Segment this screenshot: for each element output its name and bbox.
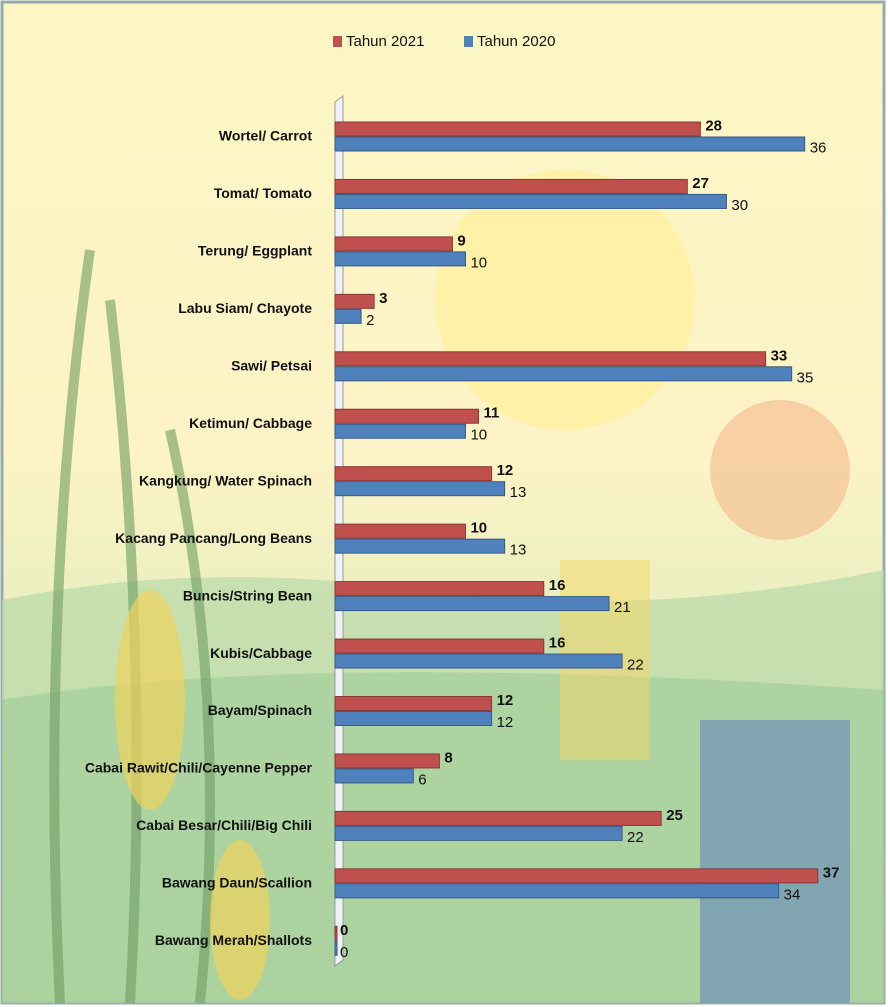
category-label: Bayam/Spinach <box>208 702 312 718</box>
category-label: Bawang Daun/Scallion <box>162 875 312 891</box>
data-label: 2 <box>366 312 374 329</box>
page: Tahun 2021Tahun 2020Wortel/ Carrot2836To… <box>0 0 888 1007</box>
data-label: 10 <box>470 520 487 537</box>
bar <box>335 252 465 266</box>
bar <box>335 869 818 883</box>
farmer-overalls <box>700 720 850 1003</box>
data-label: 35 <box>797 369 814 386</box>
data-label: 34 <box>784 886 801 903</box>
category-label: Kubis/Cabbage <box>210 645 312 661</box>
data-label: 6 <box>418 771 426 788</box>
category-label: Cabai Rawit/Chili/Cayenne Pepper <box>85 760 313 776</box>
category-label: Kacang Pancang/Long Beans <box>115 530 312 546</box>
bar <box>335 926 337 940</box>
category-label: Bawang Merah/Shallots <box>155 932 312 948</box>
bar <box>335 237 452 251</box>
data-label: 22 <box>627 657 644 674</box>
bar <box>335 811 661 825</box>
category-label: Ketimun/ Cabbage <box>189 415 312 431</box>
bar <box>335 367 792 381</box>
legend-swatch <box>333 36 342 47</box>
farmer-head <box>710 400 850 540</box>
category-label: Tomat/ Tomato <box>214 185 312 201</box>
category-label: Wortel/ Carrot <box>219 128 312 144</box>
category-label: Cabai Besar/Chili/Big Chili <box>136 817 312 833</box>
data-label: 37 <box>823 864 840 881</box>
data-label: 36 <box>810 139 827 156</box>
data-label: 27 <box>692 175 709 192</box>
bar <box>335 294 374 308</box>
data-label: 21 <box>614 599 631 616</box>
data-label: 16 <box>549 635 566 652</box>
corn <box>210 840 270 1000</box>
legend-swatch <box>464 36 473 47</box>
bar <box>335 409 479 423</box>
data-label: 13 <box>510 542 527 559</box>
bar <box>335 467 492 481</box>
data-label: 0 <box>340 922 348 939</box>
bar <box>335 654 622 668</box>
data-label: 25 <box>666 807 683 824</box>
data-label: 10 <box>470 254 487 271</box>
bar <box>335 309 361 323</box>
bar <box>335 179 687 193</box>
sun <box>435 170 695 430</box>
legend-label: Tahun 2021 <box>346 33 424 50</box>
bar <box>335 352 766 366</box>
data-label: 11 <box>484 405 500 422</box>
category-label: Labu Siam/ Chayote <box>178 300 312 316</box>
category-label: Buncis/String Bean <box>183 587 312 603</box>
bar <box>335 122 700 136</box>
data-label: 12 <box>497 462 514 479</box>
data-label: 22 <box>627 829 644 846</box>
bar <box>335 539 505 553</box>
data-label: 9 <box>457 232 465 249</box>
bar <box>335 884 779 898</box>
bar <box>335 482 505 496</box>
bar <box>335 597 609 611</box>
data-label: 8 <box>444 749 452 766</box>
corn <box>115 590 185 810</box>
bar <box>335 137 805 151</box>
bar <box>335 697 492 711</box>
bar <box>335 826 622 840</box>
category-label: Sawi/ Petsai <box>231 358 312 374</box>
bar <box>335 424 465 438</box>
data-label: 12 <box>497 714 514 731</box>
data-label: 33 <box>771 347 788 364</box>
bar <box>335 582 544 596</box>
chart: Tahun 2021Tahun 2020Wortel/ Carrot2836To… <box>0 0 888 1007</box>
data-label: 16 <box>549 577 566 594</box>
bar <box>335 639 544 653</box>
data-label: 13 <box>510 484 527 501</box>
legend-label: Tahun 2020 <box>477 33 555 50</box>
data-label: 10 <box>470 427 487 444</box>
bar <box>335 524 465 538</box>
bar <box>335 194 726 208</box>
bar <box>335 712 492 726</box>
category-label: Kangkung/ Water Spinach <box>139 472 312 488</box>
bar <box>335 754 439 768</box>
data-label: 3 <box>379 290 387 307</box>
category-label: Terung/ Eggplant <box>198 243 312 259</box>
bar <box>335 941 337 955</box>
data-label: 0 <box>340 944 348 961</box>
data-label: 28 <box>705 117 722 134</box>
data-label: 30 <box>731 197 748 214</box>
bar <box>335 769 413 783</box>
data-label: 12 <box>497 692 514 709</box>
